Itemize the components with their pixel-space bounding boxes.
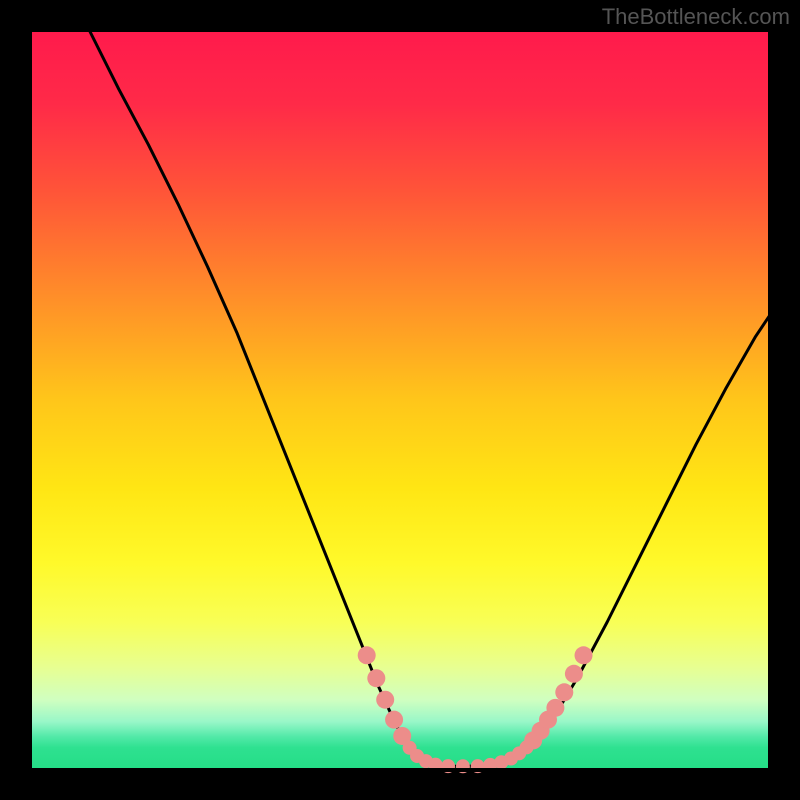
watermark-text: TheBottleneck.com bbox=[602, 4, 790, 30]
data-marker bbox=[565, 665, 583, 683]
data-marker bbox=[358, 646, 376, 664]
data-marker bbox=[555, 683, 573, 701]
data-marker bbox=[367, 669, 385, 687]
data-marker bbox=[575, 646, 593, 664]
chart-container: TheBottleneck.com bbox=[0, 0, 800, 800]
plot-background bbox=[30, 30, 770, 770]
bottleneck-chart bbox=[0, 0, 800, 800]
data-marker bbox=[385, 711, 403, 729]
data-marker bbox=[546, 699, 564, 717]
data-marker bbox=[376, 691, 394, 709]
